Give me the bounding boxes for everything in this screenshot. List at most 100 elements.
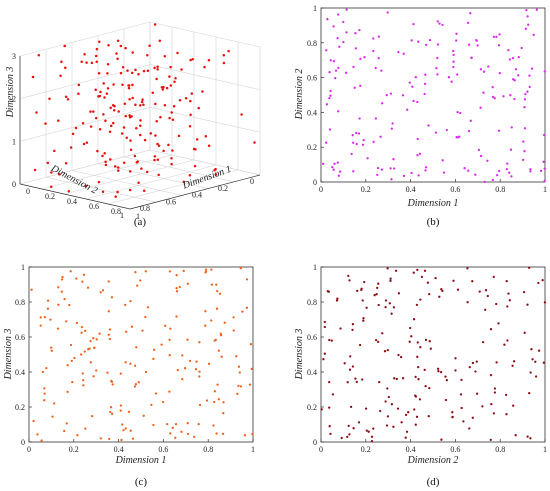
scatter-point [104, 119, 107, 123]
scatter-point [428, 340, 431, 343]
scatter-point [486, 159, 489, 162]
scatter-point [122, 126, 126, 129]
scatter-point [455, 136, 458, 139]
scatter-point [73, 356, 76, 360]
scatter-point [496, 174, 499, 177]
scatter-point [142, 414, 145, 417]
scatter-point [106, 72, 109, 75]
scatter-point [165, 86, 169, 90]
scatter-point [406, 108, 409, 111]
scatter-point [456, 288, 460, 291]
scatter-point [97, 95, 100, 98]
scatter-point [82, 384, 85, 387]
scatter-point [377, 303, 380, 307]
scatter-point [390, 127, 393, 130]
floor-grid-line [97, 163, 209, 189]
scatter-point [156, 68, 159, 71]
panel-a-grid [19, 21, 261, 210]
y-tick-label: 0.2 [307, 403, 317, 412]
scatter-point [93, 346, 96, 349]
scatter-point [408, 81, 411, 84]
scatter-point [186, 338, 189, 341]
scatter-point [452, 65, 455, 69]
scatter-point [397, 50, 400, 54]
scatter-point [364, 407, 368, 410]
scatter-point [506, 339, 509, 342]
scatter-point [134, 383, 138, 386]
scatter-point [103, 151, 106, 155]
scatter-point [497, 322, 500, 325]
scatter-point [240, 113, 243, 116]
scatter-point [417, 40, 420, 43]
scatter-point [543, 301, 547, 304]
scatter-point [347, 274, 350, 278]
scatter-point [91, 414, 94, 418]
x-tick-label: 0.8 [203, 445, 213, 454]
scatter-point [452, 60, 455, 63]
wall-grid-line [149, 107, 261, 133]
scatter-point [120, 132, 124, 135]
scatter-point [452, 279, 455, 282]
scatter-point [362, 138, 365, 142]
scatter-point [386, 11, 389, 14]
y-tick-label: 0.6 [166, 197, 176, 206]
scatter-point [66, 97, 70, 101]
scatter-point [416, 154, 419, 157]
scatter-point [529, 168, 532, 171]
scatter-point [367, 430, 370, 433]
scatter-point [204, 310, 207, 313]
y-axis-edge [129, 174, 261, 210]
scatter-point [116, 57, 119, 60]
wall-grid-line [149, 64, 261, 90]
scatter-point [80, 331, 83, 334]
scatter-point [36, 433, 39, 436]
scatter-point [344, 71, 348, 74]
scatter-point [97, 180, 101, 184]
scatter-point [416, 100, 419, 104]
scatter-point [342, 40, 345, 44]
scatter-point [124, 361, 127, 364]
scatter-point [48, 97, 51, 100]
scatter-point [193, 435, 196, 439]
scatter-point [87, 347, 90, 351]
scatter-point [183, 367, 187, 370]
scatter-point [410, 335, 413, 338]
scatter-point [213, 400, 216, 404]
scatter-point [427, 414, 430, 418]
y-tick-label: 0.2 [307, 143, 317, 152]
scatter-point [156, 142, 159, 146]
scatter-point [108, 328, 112, 331]
scatter-point [188, 359, 192, 363]
scatter-point [43, 399, 46, 402]
scatter-point [94, 88, 97, 92]
scatter-point [326, 290, 329, 293]
scatter-point [37, 53, 41, 57]
wall-grid-line [19, 107, 151, 142]
scatter-point [323, 325, 326, 329]
scatter-point [520, 46, 523, 50]
scatter-point [49, 185, 53, 189]
scatter-point [158, 39, 162, 42]
scatter-point [126, 69, 129, 72]
z-tick-label: 2 [12, 95, 16, 104]
scatter-point [413, 408, 416, 411]
scatter-point [427, 124, 430, 127]
scatter-point [507, 292, 510, 295]
y-tick-label: 0.8 [307, 39, 317, 48]
y-tick-label: 0.4 [307, 108, 317, 117]
scatter-point [156, 158, 160, 161]
scatter-point [517, 55, 520, 59]
scatter-point [220, 355, 223, 358]
scatter-point [150, 403, 153, 407]
scatter-point [201, 90, 204, 93]
scatter-point [112, 108, 116, 112]
y-tick-label: 0 [313, 178, 317, 187]
scatter-point [372, 140, 375, 144]
scatter-point [213, 169, 216, 172]
scatter-point [146, 54, 149, 57]
scatter-point [237, 384, 240, 388]
scatter-point [64, 66, 67, 70]
scatter-point [68, 303, 71, 307]
scatter-point [401, 377, 405, 380]
y-tick-label: 1 [120, 211, 124, 220]
